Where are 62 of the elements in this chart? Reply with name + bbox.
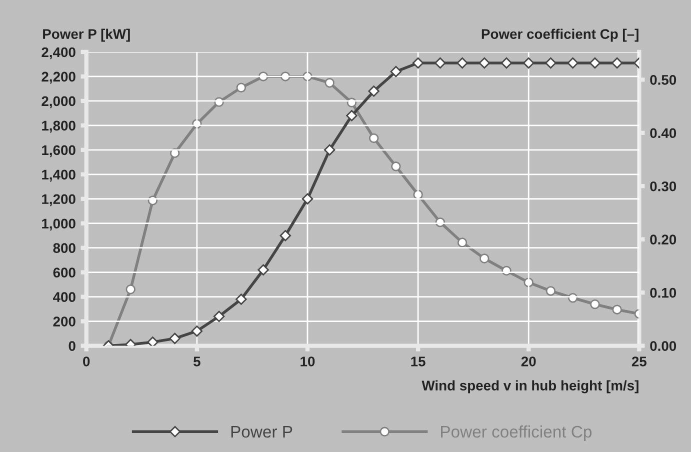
point xyxy=(589,57,601,69)
y2-tick-label: 0.00 xyxy=(650,341,676,351)
text: Power P xyxy=(231,426,292,438)
y2-tick-label: 0.20 xyxy=(650,234,676,244)
point xyxy=(478,57,490,69)
y2-tick-label: 0.50 xyxy=(650,74,676,85)
y-tick-label: 200 xyxy=(53,316,76,326)
point xyxy=(546,286,556,296)
point xyxy=(280,230,291,242)
y-tick-label: 2,000 xyxy=(42,96,76,108)
point xyxy=(147,336,158,346)
x-tick-label: 20 xyxy=(521,356,536,366)
point xyxy=(611,57,623,69)
point xyxy=(391,162,401,172)
point xyxy=(213,310,225,322)
y-tick-label: 2,200 xyxy=(42,72,76,84)
y2-tick-label: 0.40 xyxy=(650,128,676,138)
point xyxy=(434,57,446,69)
y-tick-label: 400 xyxy=(53,292,76,302)
point xyxy=(612,304,622,314)
y-tick-label: 600 xyxy=(53,268,76,278)
y-tick-label: 0 xyxy=(68,341,76,351)
y-tick-label: 1,800 xyxy=(42,120,76,133)
point xyxy=(324,78,334,88)
point xyxy=(346,110,358,122)
point xyxy=(523,57,534,69)
y-tick-label: 1,000 xyxy=(42,218,76,231)
point xyxy=(368,86,380,97)
point xyxy=(236,82,246,92)
point xyxy=(567,57,578,69)
x-tick-label: 0 xyxy=(83,356,90,366)
y-tick-label: 1,600 xyxy=(42,145,76,158)
y-axis-title: Power P [kW] xyxy=(43,28,130,42)
y2-axis-title: Power coefficient Cp [–] xyxy=(482,28,638,42)
point xyxy=(590,299,600,310)
point xyxy=(302,193,314,204)
point xyxy=(545,57,556,69)
x-axis-title: Wind speed v in hub height [m/s] xyxy=(422,380,638,394)
y2-tick-label: 0.30 xyxy=(650,181,676,192)
y-tick-label: 1,400 xyxy=(42,170,76,182)
x-tick-label: 25 xyxy=(632,356,647,366)
point xyxy=(480,254,490,264)
point xyxy=(324,144,336,156)
y-tick-label: 800 xyxy=(53,243,76,254)
point xyxy=(368,133,379,144)
point xyxy=(457,238,468,248)
x-tick-label: 15 xyxy=(411,356,426,366)
y-tick-label: 1,200 xyxy=(42,194,76,206)
point xyxy=(126,284,136,294)
x-tick-label: 10 xyxy=(300,356,315,366)
point xyxy=(169,332,180,344)
point xyxy=(258,264,269,276)
point xyxy=(500,57,512,69)
point xyxy=(191,325,203,337)
text: Power coefficient Cp xyxy=(441,425,592,441)
point xyxy=(456,57,468,69)
y2-tick-label: 0.10 xyxy=(650,288,676,298)
point xyxy=(236,294,247,305)
x-tick-label: 5 xyxy=(194,356,200,366)
y-tick-label: 2,400 xyxy=(42,47,76,60)
point xyxy=(412,57,424,69)
point xyxy=(390,66,402,78)
